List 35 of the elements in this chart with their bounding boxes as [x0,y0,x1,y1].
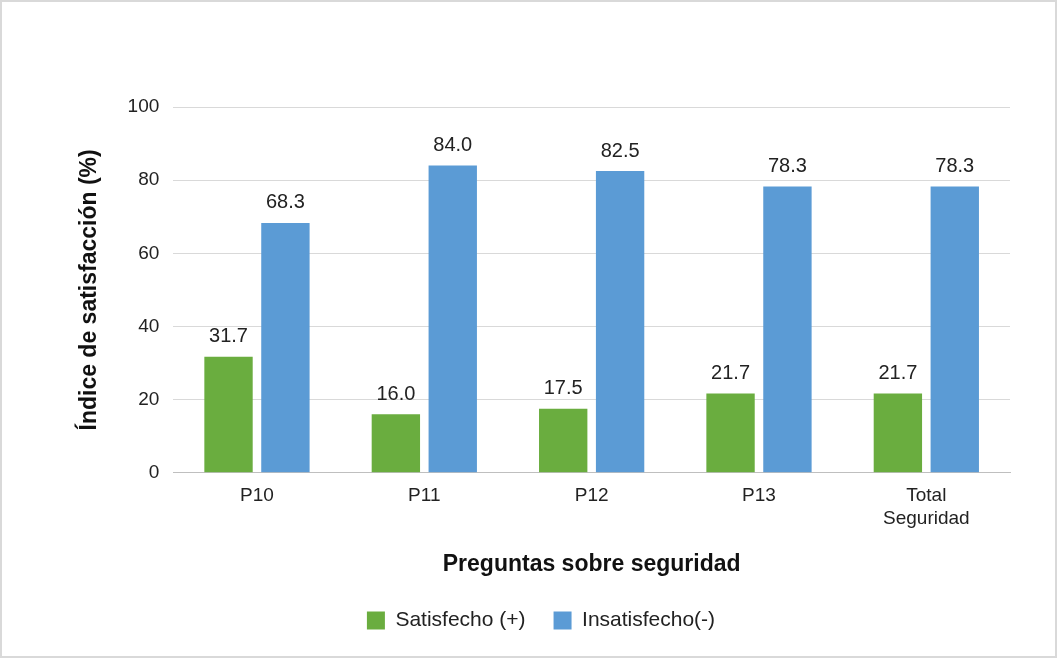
bar [930,186,979,473]
x-tick-label: P11 [408,484,441,506]
legend-label: Insatisfecho(-) [582,607,716,631]
y-tick-label: 40 [138,314,160,336]
data-label: 21.7 [711,360,751,383]
bar [371,414,421,473]
bar [428,165,477,473]
x-tick-label: P10 [240,484,274,506]
x-tick-label: Total Seguridad [883,484,970,529]
data-label: 16.0 [376,381,416,404]
y-axis-title: Índice de satisfacción (%) [74,149,102,431]
x-tick-label: P12 [574,484,609,506]
bar [873,393,923,473]
data-label: 17.5 [543,376,583,399]
bar [763,186,812,473]
y-tick-label: 100 [127,95,160,117]
x-tick-label: P13 [742,484,776,506]
data-label: 68.3 [265,190,305,213]
bar [539,408,588,473]
legend-label: Satisfecho (+) [395,607,526,631]
bar [261,222,310,473]
y-tick-label: 80 [138,168,160,190]
x-axis-title: Preguntas sobre seguridad [442,549,741,576]
data-label: 21.7 [878,360,918,383]
data-label: 31.7 [209,324,248,347]
data-label: 82.5 [600,138,640,161]
bar [706,393,755,473]
y-tick-label: 60 [138,241,160,263]
bar [595,171,645,473]
data-label: 84.0 [433,133,473,156]
y-tick-label: 20 [138,387,160,409]
data-label: 78.3 [935,153,975,176]
bar [204,356,253,473]
data-label: 78.3 [767,153,807,176]
y-tick-label: 0 [148,461,160,483]
